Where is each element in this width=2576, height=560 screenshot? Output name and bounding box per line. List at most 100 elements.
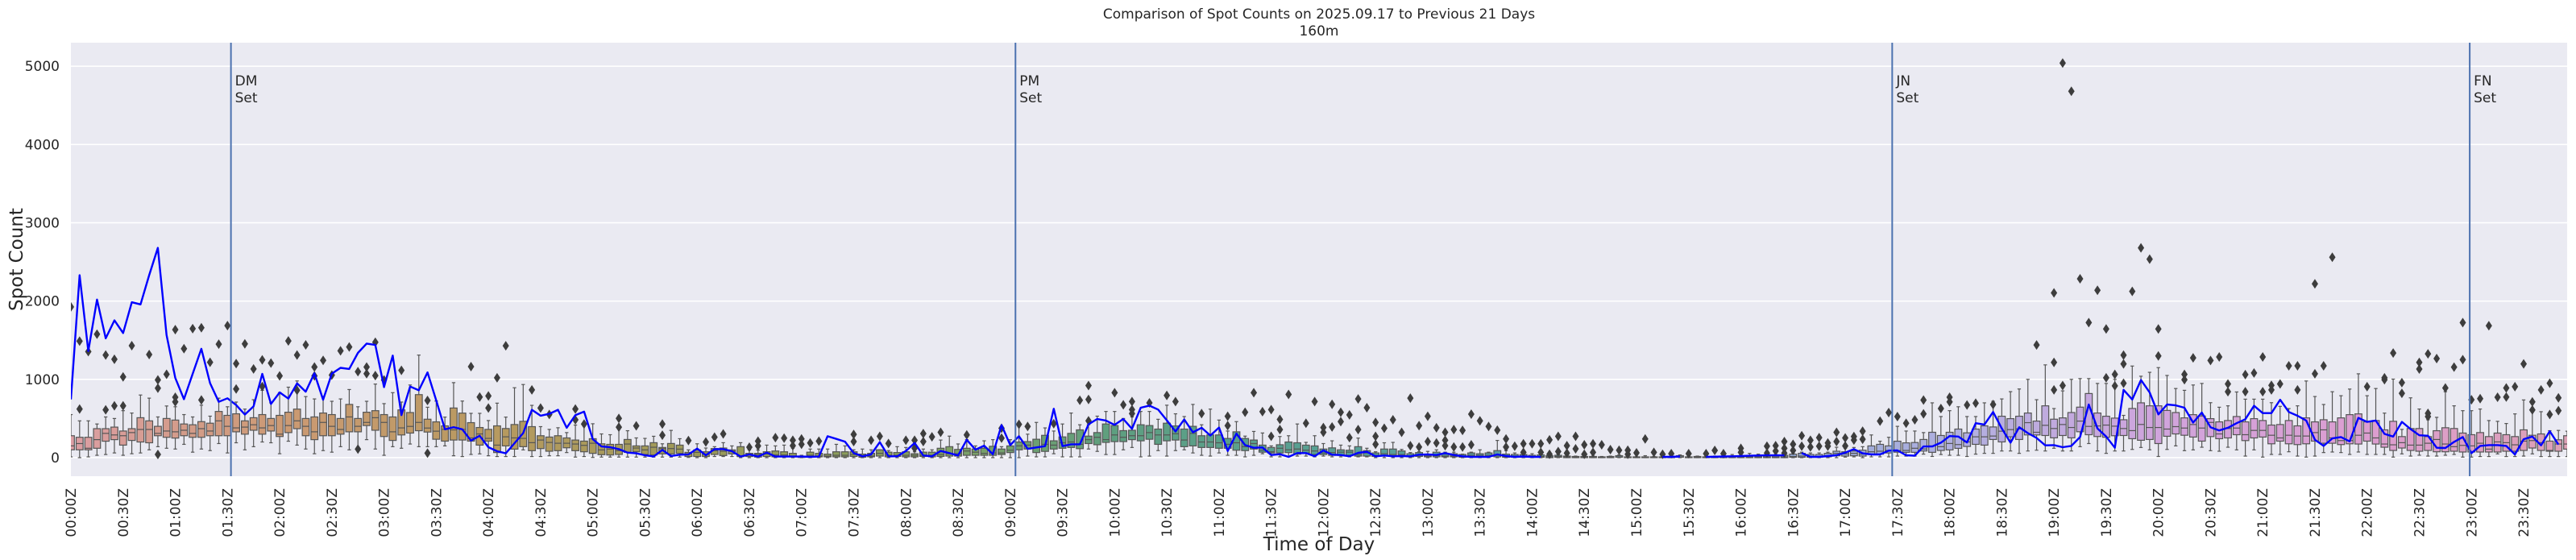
- outlier-point: [2398, 388, 2405, 399]
- box: [536, 425, 545, 458]
- box-body: [2163, 409, 2172, 438]
- outlier-point: [320, 355, 327, 366]
- outlier-point: [1372, 439, 1379, 450]
- box: [284, 386, 292, 442]
- box: [840, 445, 849, 458]
- outlier-point: [119, 371, 127, 382]
- x-tick-label: 03:30Z: [429, 488, 445, 537]
- outlier-point: [2051, 288, 2058, 298]
- box: [875, 449, 884, 458]
- outlier-point: [2129, 286, 2136, 297]
- outlier-point: [2076, 273, 2084, 284]
- outlier-point: [850, 437, 857, 447]
- outlier-point: [2189, 353, 2196, 363]
- box-body: [980, 447, 989, 456]
- box: [406, 384, 414, 445]
- box-body: [1128, 429, 1136, 441]
- box: [2476, 409, 2484, 458]
- outlier-point: [293, 350, 301, 360]
- outlier-point: [1354, 425, 1362, 435]
- outlier-point: [2459, 355, 2466, 365]
- x-tick-label: 00:00Z: [64, 488, 80, 537]
- box: [1250, 430, 1258, 456]
- outlier-point: [1581, 449, 1588, 459]
- box: [849, 449, 858, 458]
- outlier-point: [163, 369, 170, 380]
- outlier-point: [1372, 431, 1379, 442]
- outlier-point: [2102, 324, 2109, 334]
- box-body: [2197, 415, 2206, 442]
- box-body: [1919, 438, 1928, 452]
- today-line-segment: [1706, 454, 1785, 458]
- outlier-point: [1459, 425, 1466, 436]
- box-body: [450, 407, 458, 441]
- box: [301, 396, 310, 450]
- box-body: [371, 410, 380, 431]
- box: [84, 420, 93, 458]
- box: [1606, 455, 1615, 458]
- outlier-point: [2329, 252, 2336, 263]
- outlier-point: [154, 383, 161, 393]
- outlier-point: [1590, 447, 1597, 458]
- outlier-point: [2102, 372, 2109, 383]
- outlier-point: [1850, 435, 1857, 446]
- outlier-point: [1224, 421, 1231, 431]
- outlier-point: [1111, 388, 1118, 398]
- outlier-point: [1128, 409, 1135, 419]
- outlier-point: [1076, 395, 1084, 405]
- outlier-point: [2155, 351, 2162, 361]
- outlier-point: [2311, 368, 2318, 379]
- outlier-point: [1424, 437, 1431, 447]
- event-label: Set: [1896, 90, 1919, 106]
- box: [127, 412, 136, 454]
- box-body: [2362, 421, 2371, 442]
- outlier-point: [1511, 441, 1518, 451]
- outlier-point: [1085, 380, 1092, 391]
- outlier-point: [2398, 377, 2405, 388]
- box-body: [189, 424, 197, 438]
- box-body: [1893, 440, 1902, 453]
- box-body: [1163, 422, 1172, 442]
- x-tick-label: 21:30Z: [2308, 488, 2324, 537]
- box: [2119, 414, 2128, 452]
- box: [832, 443, 840, 458]
- box-body: [93, 428, 102, 449]
- box-body: [205, 422, 214, 437]
- x-tick-label: 02:00Z: [272, 488, 288, 537]
- box: [1693, 455, 1702, 458]
- box-body: [1171, 425, 1180, 441]
- outlier-point: [2033, 340, 2040, 351]
- outlier-point: [789, 435, 796, 446]
- box: [493, 402, 501, 458]
- x-tick-label: 06:30Z: [742, 488, 758, 537]
- outlier-point: [2381, 375, 2388, 385]
- x-tick-label: 07:00Z: [794, 488, 811, 537]
- box-body: [832, 451, 840, 458]
- outlier-point: [2259, 387, 2267, 397]
- box-body: [1136, 424, 1145, 442]
- x-tick-label: 14:00Z: [1524, 488, 1541, 537]
- box-body: [2302, 417, 2311, 445]
- outlier-point: [355, 444, 362, 454]
- outlier-point: [807, 438, 814, 448]
- outlier-point: [928, 432, 935, 442]
- outlier-point: [2111, 369, 2118, 380]
- box: [2093, 383, 2102, 452]
- outlier-point: [572, 404, 579, 414]
- box: [501, 417, 510, 458]
- box-body: [2259, 420, 2267, 438]
- box-body: [1989, 426, 1997, 441]
- box-body: [2511, 436, 2520, 452]
- outlier-point: [2528, 404, 2536, 415]
- outlier-point: [2555, 405, 2562, 416]
- box: [2067, 379, 2076, 452]
- outlier-point: [2528, 396, 2536, 407]
- outlier-point: [1380, 423, 1388, 433]
- today-line-segment: [1801, 379, 2560, 458]
- outlier-point: [1503, 442, 1510, 452]
- box-body: [171, 419, 180, 439]
- box: [2232, 391, 2241, 450]
- outlier-point: [1563, 441, 1570, 451]
- outlier-point: [902, 435, 910, 446]
- box: [2188, 384, 2197, 450]
